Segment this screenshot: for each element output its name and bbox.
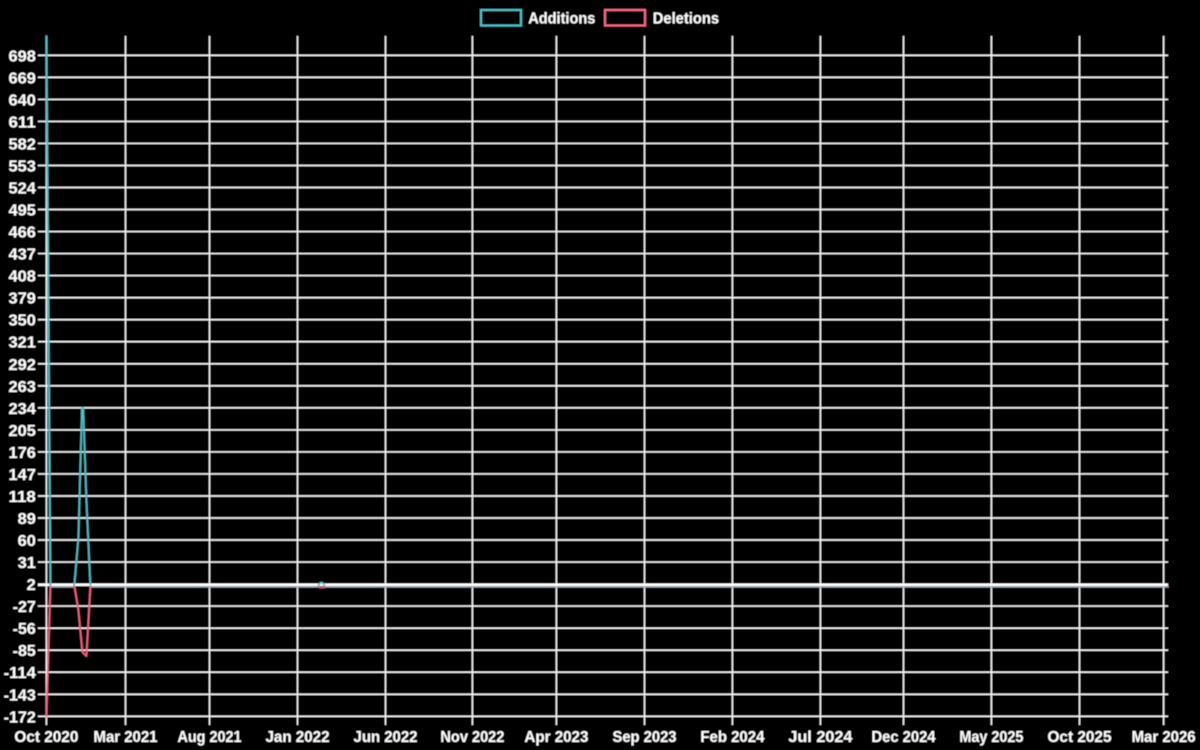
svg-text:640: 640 bbox=[9, 92, 36, 109]
svg-text:Oct 2025: Oct 2025 bbox=[1048, 729, 1112, 746]
svg-text:-27: -27 bbox=[13, 599, 36, 616]
svg-text:31: 31 bbox=[18, 555, 37, 572]
svg-text:147: 147 bbox=[9, 467, 36, 484]
svg-text:Nov 2022: Nov 2022 bbox=[440, 729, 504, 746]
svg-text:Sep 2023: Sep 2023 bbox=[613, 729, 677, 746]
svg-text:292: 292 bbox=[9, 357, 36, 374]
svg-text:-114: -114 bbox=[4, 665, 37, 682]
svg-text:234: 234 bbox=[9, 401, 37, 418]
svg-text:Mar 2021: Mar 2021 bbox=[94, 729, 158, 746]
svg-text:Additions: Additions bbox=[528, 11, 595, 28]
svg-text:698: 698 bbox=[9, 48, 37, 65]
svg-text:Oct 2020: Oct 2020 bbox=[14, 729, 78, 746]
svg-text:176: 176 bbox=[9, 445, 37, 462]
svg-text:2: 2 bbox=[27, 577, 36, 594]
svg-text:-143: -143 bbox=[4, 687, 37, 704]
svg-text:437: 437 bbox=[9, 247, 36, 264]
svg-text:May 2025: May 2025 bbox=[959, 729, 1023, 746]
svg-text:60: 60 bbox=[18, 533, 36, 550]
svg-text:-85: -85 bbox=[13, 643, 36, 660]
svg-text:263: 263 bbox=[9, 379, 37, 396]
svg-text:408: 408 bbox=[9, 269, 37, 286]
svg-text:Aug 2021: Aug 2021 bbox=[178, 729, 242, 746]
svg-text:379: 379 bbox=[9, 291, 37, 308]
svg-text:-172: -172 bbox=[4, 709, 36, 726]
svg-text:Feb 2024: Feb 2024 bbox=[700, 729, 764, 746]
svg-text:350: 350 bbox=[9, 313, 36, 330]
svg-text:611: 611 bbox=[9, 114, 37, 131]
svg-text:Jul 2024: Jul 2024 bbox=[788, 729, 852, 746]
svg-text:Mar 2026: Mar 2026 bbox=[1132, 729, 1196, 746]
svg-text:Jun 2022: Jun 2022 bbox=[354, 729, 418, 746]
svg-text:466: 466 bbox=[9, 225, 37, 242]
svg-text:Deletions: Deletions bbox=[653, 11, 719, 28]
svg-text:Apr 2023: Apr 2023 bbox=[524, 729, 588, 746]
svg-text:Jan 2022: Jan 2022 bbox=[266, 729, 330, 746]
svg-text:495: 495 bbox=[9, 203, 37, 220]
svg-text:669: 669 bbox=[9, 70, 37, 87]
svg-text:205: 205 bbox=[9, 423, 37, 440]
svg-text:321: 321 bbox=[9, 335, 37, 352]
svg-text:Dec 2024: Dec 2024 bbox=[872, 729, 936, 746]
svg-text:89: 89 bbox=[18, 511, 37, 528]
svg-text:118: 118 bbox=[9, 489, 37, 506]
svg-text:553: 553 bbox=[9, 159, 37, 176]
svg-text:524: 524 bbox=[9, 181, 37, 198]
svg-text:-56: -56 bbox=[13, 621, 36, 638]
svg-text:582: 582 bbox=[9, 136, 36, 153]
